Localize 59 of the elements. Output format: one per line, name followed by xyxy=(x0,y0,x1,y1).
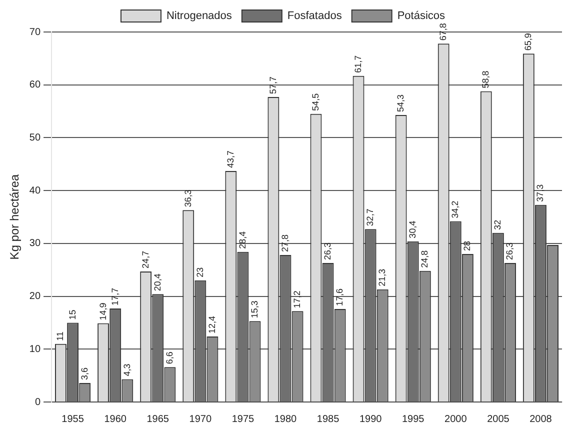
x-tick-label: 2005 xyxy=(487,414,510,425)
data-label: 6,6 xyxy=(164,352,174,364)
x-tick-label: 1990 xyxy=(359,414,382,425)
x-tick-label: 1985 xyxy=(316,414,340,425)
y-tick-label: 10 xyxy=(29,344,41,355)
legend-label: Fosfatados xyxy=(287,10,342,22)
x-tick-label: 1955 xyxy=(62,414,84,425)
data-label: 3,6 xyxy=(79,367,90,380)
data-label: 15 xyxy=(67,310,78,320)
data-label: 32,7 xyxy=(365,208,376,226)
data-label: 65,9 xyxy=(523,33,534,51)
legend-label: Potásicos xyxy=(397,10,446,22)
data-label: 20,4 xyxy=(152,274,162,292)
data-label: 24,8 xyxy=(420,250,430,268)
x-tick-label: 2008 xyxy=(530,414,552,425)
data-label: 4,3 xyxy=(122,364,132,376)
y-tick-label: 0 xyxy=(34,396,41,408)
y-tick-label: 60 xyxy=(29,80,41,91)
data-label: 57,7 xyxy=(268,76,278,94)
data-label: 17,7 xyxy=(110,288,120,306)
y-tick-label: 70 xyxy=(29,26,41,38)
data-label: 43,7 xyxy=(225,150,236,168)
data-label: 54,5 xyxy=(310,93,320,111)
data-label: 28,4 xyxy=(237,231,248,249)
data-label: 27,8 xyxy=(280,234,290,252)
x-tick-label: 1970 xyxy=(189,414,212,425)
x-tick-label: 1960 xyxy=(104,414,127,425)
data-label: 58,8 xyxy=(480,70,491,88)
data-label: 30,4 xyxy=(408,220,418,238)
data-label: 14,9 xyxy=(98,302,108,320)
data-label: 32 xyxy=(492,220,503,230)
data-label: 17,2 xyxy=(292,290,302,308)
legend-label: Nitrogenados xyxy=(166,10,232,22)
x-tick-label: 2000 xyxy=(444,414,468,425)
y-tick-label: 50 xyxy=(29,132,41,144)
x-tick-label: 1995 xyxy=(402,414,425,425)
data-label: 26,3 xyxy=(322,242,333,260)
data-label: 36,3 xyxy=(182,190,193,208)
data-label: 67,8 xyxy=(438,23,448,41)
data-label: 61,7 xyxy=(353,55,364,73)
y-tick-label: 40 xyxy=(29,185,41,196)
y-tick-label: 30 xyxy=(29,238,41,250)
data-label: 28 xyxy=(462,240,472,251)
x-tick-label: 1980 xyxy=(274,414,298,425)
x-tick-label: 1965 xyxy=(146,414,170,425)
data-label: 11 xyxy=(55,332,66,341)
data-label: 37,3 xyxy=(535,184,546,202)
data-label: 54,3 xyxy=(396,94,406,112)
data-label: 26,3 xyxy=(504,242,515,260)
data-label: 15,3 xyxy=(249,300,260,318)
data-label: 21,3 xyxy=(377,268,388,286)
data-label: 17,6 xyxy=(334,288,345,306)
y-tick-label: 20 xyxy=(29,291,41,302)
y-axis-title: Kg por hectárea xyxy=(8,174,22,260)
x-tick-label: 1975 xyxy=(232,414,255,425)
data-label: 23 xyxy=(194,267,205,278)
data-label: 24,7 xyxy=(140,250,150,268)
data-label: 34,2 xyxy=(450,200,460,218)
data-label: 12,4 xyxy=(206,316,217,334)
